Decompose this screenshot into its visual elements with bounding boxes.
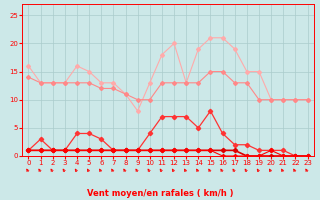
- Text: Vent moyen/en rafales ( km/h ): Vent moyen/en rafales ( km/h ): [87, 189, 233, 198]
